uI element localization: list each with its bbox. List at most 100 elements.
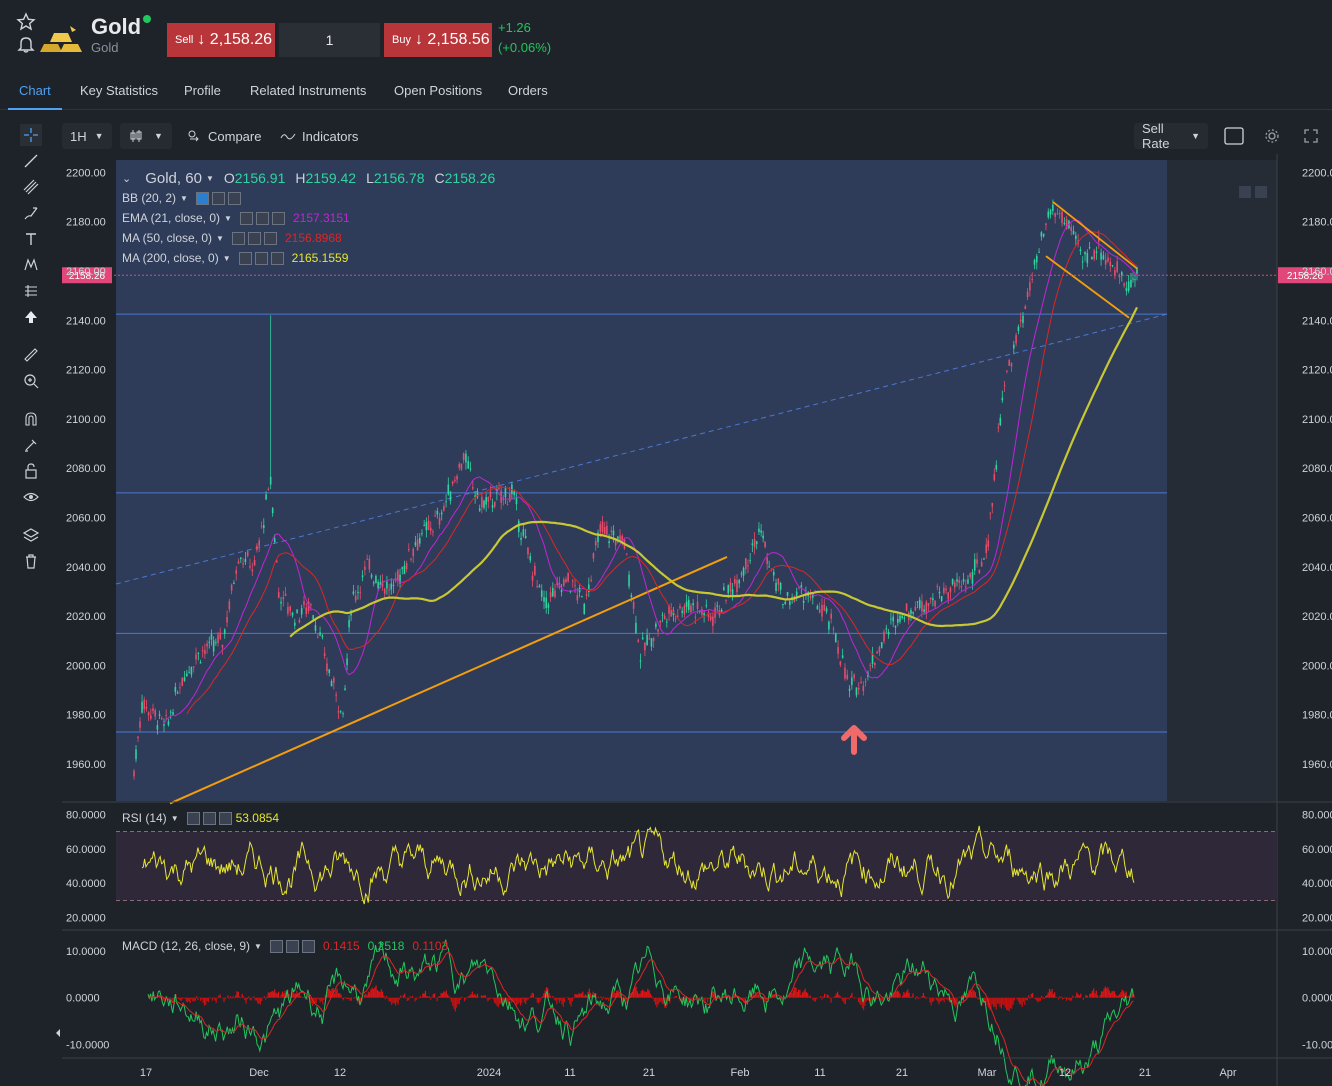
quantity-input[interactable]: 1 — [279, 23, 380, 57]
fullscreen-button[interactable] — [1304, 123, 1318, 149]
visibility-toggle-icon[interactable] — [195, 191, 209, 205]
close-icon[interactable] — [263, 231, 277, 245]
buy-button[interactable]: Buy ↓ 2,158.56 — [384, 23, 492, 57]
tab-bar: Chart Key Statistics Profile Related Ins… — [0, 72, 1332, 110]
visibility-toggle-icon[interactable] — [238, 251, 252, 265]
candle-body — [359, 592, 362, 594]
close-icon[interactable] — [270, 251, 284, 265]
macd-histogram-bar — [517, 997, 519, 1005]
collapse-icon[interactable]: ⌄ — [122, 172, 132, 185]
candle-body — [683, 606, 686, 615]
gear-icon[interactable] — [255, 211, 269, 225]
macd-histogram-bar — [1091, 990, 1093, 998]
sell-rate-select[interactable]: Sell Rate ▼ — [1134, 121, 1208, 151]
tab-orders[interactable]: Orders — [508, 83, 548, 98]
zoom-in-icon[interactable] — [20, 370, 42, 392]
rsi-legend[interactable]: RSI (14) ▼ 53.0854 — [122, 810, 279, 826]
macd-histogram-bar — [1102, 991, 1104, 998]
fib-icon[interactable] — [20, 280, 42, 302]
tab-key-statistics[interactable]: Key Statistics — [80, 83, 159, 98]
macd-histogram-bar — [712, 991, 714, 998]
close-icon[interactable] — [271, 211, 285, 225]
brush-icon[interactable] — [20, 202, 42, 224]
macd-histogram-bar — [449, 997, 451, 1000]
screenshot-button[interactable] — [1224, 123, 1244, 149]
crosshair-icon[interactable] — [20, 124, 42, 146]
ruler-icon[interactable] — [20, 344, 42, 366]
gear-icon[interactable] — [211, 191, 225, 205]
interval-select[interactable]: 1H ▼ — [62, 123, 112, 149]
macd-histogram-bar — [369, 992, 371, 998]
gear-icon[interactable] — [285, 939, 299, 953]
magnet-icon[interactable] — [20, 408, 42, 430]
symbol-label[interactable]: Gold, 60 — [145, 169, 202, 187]
time-axis-tick: 11 — [814, 1067, 825, 1079]
tab-chart[interactable]: Chart — [8, 72, 62, 110]
macd-histogram-bar — [722, 995, 724, 998]
chart-svg[interactable]: 2158.262158.262200.002200.002180.002180.… — [62, 154, 1332, 1086]
collapse-toolbar-icon[interactable] — [54, 1022, 62, 1044]
candle-body — [403, 565, 406, 575]
sell-button[interactable]: Sell ↓ 2,158.26 — [167, 23, 275, 57]
visibility-toggle-icon[interactable] — [269, 939, 283, 953]
close-icon[interactable] — [218, 811, 232, 825]
alert-bell-icon[interactable] — [16, 34, 36, 54]
gear-icon[interactable] — [247, 231, 261, 245]
candle-body — [540, 590, 543, 597]
tab-open-positions[interactable]: Open Positions — [394, 83, 483, 98]
candle-body — [1107, 257, 1109, 262]
arrow-up-icon[interactable] — [20, 306, 42, 328]
lock-icon[interactable] — [20, 460, 42, 482]
macd-histogram-bar — [704, 997, 706, 1004]
pattern-icon[interactable] — [20, 254, 42, 276]
macd-histogram-bar — [506, 997, 508, 1004]
tab-related-instruments[interactable]: Related Instruments — [250, 83, 367, 98]
close-icon[interactable] — [227, 191, 241, 205]
open-label: O — [223, 170, 235, 186]
visibility-toggle-icon[interactable] — [239, 211, 253, 225]
candle-body — [1019, 319, 1022, 322]
candle-body — [174, 687, 177, 693]
ma200-legend[interactable]: MA (200, close, 0) ▼ 2165.1559 — [122, 250, 348, 266]
lock-drawing-icon[interactable] — [20, 434, 42, 456]
candle-body — [522, 529, 525, 536]
macd-histogram-bar — [844, 997, 846, 1005]
visibility-toggle-icon[interactable] — [231, 231, 245, 245]
chart-type-select[interactable]: ▼ — [120, 123, 172, 149]
layers-icon[interactable] — [20, 524, 42, 546]
macd-legend[interactable]: MACD (12, 26, close, 9) ▼ 0.1415 0.2518 0… — [122, 938, 448, 954]
macd-histogram-bar — [860, 997, 862, 1006]
macd-histogram-bar — [612, 991, 614, 998]
macd-histogram-bar — [922, 993, 924, 998]
gear-icon[interactable] — [254, 251, 268, 265]
macd-histogram-bar — [983, 997, 986, 1003]
macd-histogram-bar — [223, 997, 225, 1003]
visibility-toggle-icon[interactable] — [186, 811, 200, 825]
chart-container[interactable]: 2158.262158.262200.002200.002180.002180.… — [62, 154, 1332, 1086]
compare-button[interactable]: Compare — [186, 123, 261, 149]
candle-body — [839, 661, 842, 665]
settings-button[interactable] — [1264, 123, 1280, 149]
macd-histogram-bar — [439, 996, 441, 998]
macd-histogram-bar — [991, 997, 993, 1005]
ma50-legend[interactable]: MA (50, close, 0) ▼ 2156.8968 — [122, 230, 342, 246]
macd-histogram-bar — [500, 997, 502, 1004]
candle-body — [1120, 272, 1123, 276]
star-icon[interactable] — [16, 12, 36, 32]
macd-histogram-bar — [879, 997, 882, 1001]
eye-icon[interactable] — [20, 486, 42, 508]
tab-profile[interactable]: Profile — [184, 83, 221, 98]
candle-body — [734, 578, 736, 584]
indicators-button[interactable]: Indicators — [280, 123, 358, 149]
channel-icon[interactable] — [20, 176, 42, 198]
trend-line-icon[interactable] — [20, 150, 42, 172]
macd-histogram-bar — [990, 997, 992, 1010]
bb-legend[interactable]: BB (20, 2) ▼ — [122, 190, 241, 206]
close-icon[interactable] — [301, 939, 315, 953]
candle-body — [862, 685, 865, 692]
candle-body — [571, 580, 574, 582]
trash-icon[interactable] — [20, 550, 42, 572]
gear-icon[interactable] — [202, 811, 216, 825]
text-tool-icon[interactable] — [20, 228, 42, 250]
ema-legend[interactable]: EMA (21, close, 0) ▼ 2157.3151 — [122, 210, 350, 226]
